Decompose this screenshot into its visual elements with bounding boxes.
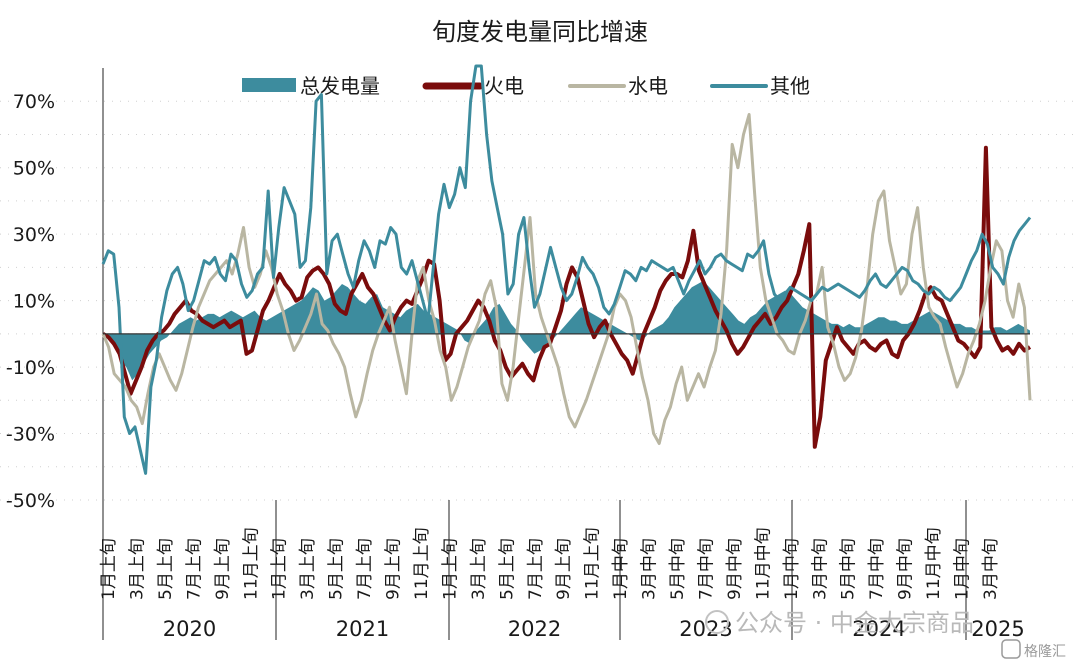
x-tick-label: 5月上旬 <box>327 538 347 600</box>
plot-area <box>101 64 1032 475</box>
x-tick-label: 7月中旬 <box>867 538 887 600</box>
legend-label: 水电 <box>628 74 668 98</box>
x-tick-label: 5月上旬 <box>156 538 176 600</box>
year-label: 2020 <box>163 617 216 641</box>
x-tick-label: 3月上旬 <box>127 538 147 600</box>
watermark: 公众号 · 中金大宗商品 格隆汇 <box>705 609 1066 660</box>
x-tick-label: 11月上旬 <box>583 527 603 600</box>
x-tick-label: 3月上旬 <box>298 538 318 600</box>
year-label: 2025 <box>971 617 1024 641</box>
legend-label: 总发电量 <box>300 74 380 98</box>
logo: 格隆汇 <box>1001 639 1066 660</box>
series-line-2 <box>101 113 1032 445</box>
legend-label: 火电 <box>484 74 524 98</box>
x-tick-label: 11月上旬 <box>241 527 261 600</box>
y-tick-label: -10% <box>6 357 55 379</box>
x-tick-label: 1月中旬 <box>611 538 631 600</box>
logo-text: 格隆汇 <box>1024 644 1066 660</box>
chart-title: 旬度发电量同比增速 <box>432 18 648 46</box>
watermark-text: 公众号 · 中金大宗商品 <box>735 609 974 637</box>
x-tick-label: 5月中旬 <box>668 538 688 600</box>
y-tick-label: -30% <box>6 424 55 446</box>
x-tick-label: 9月中旬 <box>725 538 745 600</box>
y-tick-label: -50% <box>6 490 55 512</box>
wechat-icon <box>705 610 729 634</box>
x-tick-label: 11月中旬 <box>924 527 944 600</box>
x-tick-label: 11月上旬 <box>412 527 432 600</box>
year-label: 2022 <box>508 617 561 641</box>
x-tick-label: 1月中旬 <box>953 538 973 600</box>
y-axis: -50% -30% -10% 10% 30% 50% 70% <box>0 68 1080 640</box>
x-tick-label: 3月中旬 <box>810 538 830 600</box>
x-tick-label: 7月上旬 <box>526 538 546 600</box>
x-tick-label: 3月中旬 <box>640 538 660 600</box>
series-line-1 <box>101 145 1032 449</box>
x-tick-label: 1月上旬 <box>99 538 119 600</box>
x-tick-label: 9月上旬 <box>213 538 233 600</box>
x-tick-label: 1月上旬 <box>440 538 460 600</box>
legend-label: 其他 <box>770 74 810 98</box>
x-tick-label: 1月上旬 <box>270 538 290 600</box>
y-tick-label: 30% <box>13 224 55 246</box>
x-tick-label: 5月中旬 <box>839 538 859 600</box>
x-tick-label: 5月上旬 <box>497 538 517 600</box>
x-tick-label: 9月中旬 <box>896 538 916 600</box>
y-tick-label: 10% <box>13 291 55 313</box>
x-tick-label: 7月上旬 <box>184 538 204 600</box>
legend: 总发电量 火电 水电 其他 <box>242 74 810 98</box>
y-tick-label: 50% <box>13 158 55 180</box>
year-label: 2021 <box>336 617 389 641</box>
x-tick-label: 11月中旬 <box>753 527 773 600</box>
x-tick-label: 3月上旬 <box>469 538 489 600</box>
y-tick-label: 70% <box>13 91 55 113</box>
x-tick-label: 7月中旬 <box>696 538 716 600</box>
x-tick-label: 9月上旬 <box>384 538 404 600</box>
x-axis: 1月上旬 3月上旬 5月上旬 7月上旬 9月上旬 11月上旬 1月上旬 3月上旬 5月上旬 7月上… <box>99 500 1025 641</box>
series-line-3 <box>101 64 1032 475</box>
legend-swatch <box>242 78 296 92</box>
x-tick-label: 3月中旬 <box>981 538 1001 600</box>
year-label: 2024 <box>852 617 905 641</box>
x-tick-label: 7月上旬 <box>355 538 375 600</box>
x-tick-label: 9月上旬 <box>554 538 574 600</box>
